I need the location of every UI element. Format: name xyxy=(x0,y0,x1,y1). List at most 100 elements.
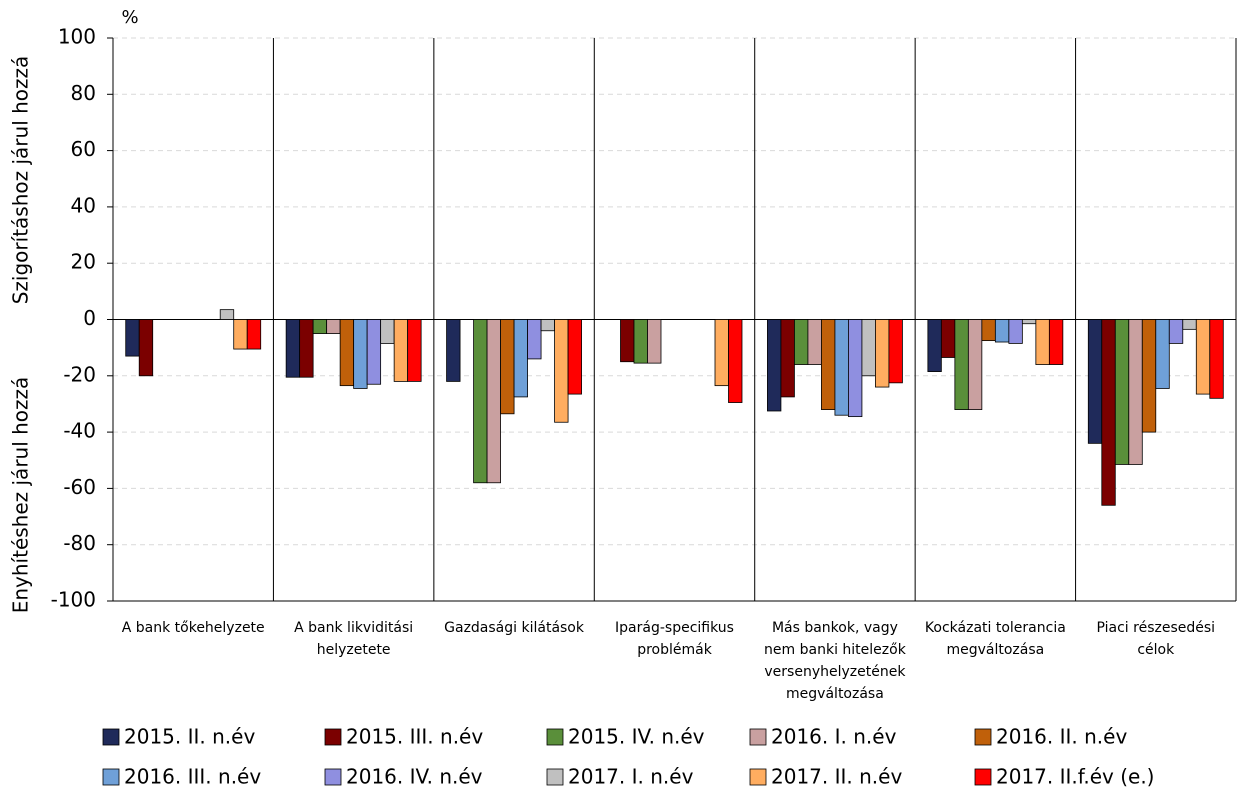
bar xyxy=(380,319,395,344)
bar xyxy=(1048,319,1064,365)
bar xyxy=(954,319,969,410)
y-axis-title-lower: Enyhítéshez járul hozzá xyxy=(9,377,33,614)
bar xyxy=(366,319,382,385)
bar xyxy=(513,319,528,398)
y-tick-label: 80 xyxy=(71,81,96,105)
y-tick-label: 100 xyxy=(58,25,96,49)
bar xyxy=(714,319,729,387)
x-tick-label: megváltozása xyxy=(946,642,1044,658)
legend-label: 2016. III. n.év xyxy=(124,765,261,789)
bar xyxy=(486,319,501,484)
x-tick-label: megváltozása xyxy=(786,686,884,702)
bar xyxy=(1168,319,1184,344)
legend-label: 2017. II. n.év xyxy=(771,765,902,789)
x-tick-label: Piaci részesedési xyxy=(1097,620,1216,636)
legend-swatch xyxy=(324,768,342,786)
bar xyxy=(1035,319,1050,365)
y-tick-label: 40 xyxy=(71,193,96,217)
bar xyxy=(1021,319,1037,325)
bar xyxy=(473,319,488,484)
legend-swatch xyxy=(102,728,120,746)
x-tick-label: problémák xyxy=(637,642,713,658)
x-tick-label: A bank tőkehelyzete xyxy=(122,620,265,636)
y-axis-title-upper: Szigorításhoz járul hozzá xyxy=(9,56,33,305)
bar xyxy=(1155,319,1170,389)
bar xyxy=(780,319,795,398)
bar xyxy=(393,319,409,382)
bar xyxy=(312,319,328,334)
bar xyxy=(339,319,355,387)
bar xyxy=(875,319,890,388)
bar xyxy=(927,319,942,372)
x-tick-label: Gazdasági kilátások xyxy=(444,620,585,636)
bar xyxy=(353,319,368,389)
legend-swatch xyxy=(974,728,992,746)
bar xyxy=(807,319,822,365)
legend-label: 2016. I. n.év xyxy=(771,725,897,749)
bar xyxy=(647,319,662,364)
bar xyxy=(1209,319,1224,399)
y-tick-label: -80 xyxy=(63,531,96,555)
legend-label: 2015. IV. n.év xyxy=(568,725,705,749)
y-tick-label: 60 xyxy=(71,137,96,161)
bar xyxy=(125,319,140,357)
bar xyxy=(1008,319,1023,344)
bar xyxy=(821,319,836,410)
legend-label: 2017. II.f.év (e.) xyxy=(996,765,1154,789)
legend-label: 2015. II. n.év xyxy=(124,725,255,749)
bar xyxy=(1087,319,1103,444)
y-tick-label: -40 xyxy=(63,419,96,443)
y-tick-label: -100 xyxy=(51,588,96,612)
bar xyxy=(246,319,262,350)
legend-swatch xyxy=(102,768,120,786)
bar xyxy=(540,319,555,332)
legend-label: 2017. I. n.év xyxy=(568,765,694,789)
bar xyxy=(299,319,314,378)
bar xyxy=(285,319,301,378)
legend-swatch xyxy=(749,728,767,746)
bar xyxy=(794,319,809,365)
bar xyxy=(1195,319,1211,395)
bar xyxy=(888,319,903,384)
bar xyxy=(138,319,154,377)
x-tick-label: A bank likviditási xyxy=(294,620,413,636)
bar xyxy=(1128,319,1143,465)
legend-label: 2016. II. n.év xyxy=(996,725,1127,749)
x-tick-label: Iparág-specifikus xyxy=(615,620,734,636)
unit-label: % xyxy=(121,7,138,28)
bar xyxy=(326,319,341,334)
x-tick-label: versenyhelyzetének xyxy=(764,664,906,680)
legend-swatch xyxy=(974,768,992,786)
y-tick-label: -20 xyxy=(63,362,96,386)
bar xyxy=(233,319,248,350)
legend-label: 2015. III. n.év xyxy=(346,725,483,749)
bar xyxy=(554,319,569,423)
bar xyxy=(767,319,782,412)
y-tick-label: 0 xyxy=(83,306,96,330)
bar xyxy=(500,319,515,415)
bar xyxy=(1114,319,1130,465)
bar xyxy=(861,319,876,377)
x-tick-label: Kockázati tolerancia xyxy=(925,620,1066,636)
bar xyxy=(994,319,1010,343)
x-tick-label: célok xyxy=(1137,642,1175,658)
x-tick-label: nem banki hitelezők xyxy=(764,642,907,658)
bar xyxy=(407,319,422,382)
bar xyxy=(620,319,635,363)
bar xyxy=(1141,319,1157,433)
x-tick-label: Más bankok, vagy xyxy=(772,620,898,636)
legend-swatch xyxy=(546,728,564,746)
y-tick-label: -60 xyxy=(63,475,96,499)
bar xyxy=(981,319,996,342)
y-tick-label: 20 xyxy=(71,250,96,274)
legend-swatch xyxy=(546,768,564,786)
bar xyxy=(1182,319,1197,330)
bar xyxy=(633,319,648,364)
bar xyxy=(567,319,582,395)
bar xyxy=(1101,319,1116,506)
bar xyxy=(834,319,849,416)
bar xyxy=(219,309,235,320)
legend-label: 2016. IV. n.év xyxy=(346,765,483,789)
bar xyxy=(728,319,743,403)
legend-swatch xyxy=(749,768,767,786)
